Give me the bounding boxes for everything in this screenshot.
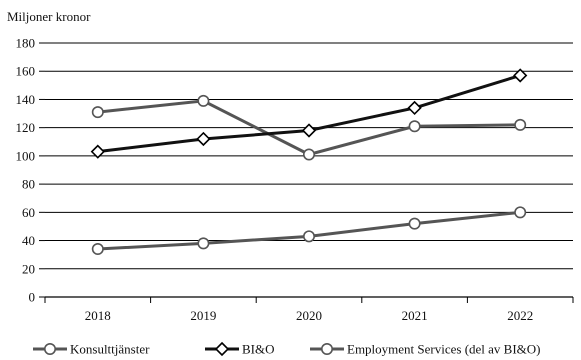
y-tick-label: 120 — [16, 120, 36, 135]
data-point — [515, 120, 525, 130]
y-tick-label: 180 — [16, 36, 36, 51]
y-tick-label: 140 — [16, 92, 36, 107]
y-unit-label: Miljoner kronor — [7, 9, 91, 24]
legend-item: Konsulttjänster — [33, 342, 150, 357]
data-point — [304, 231, 314, 241]
y-tick-label: 100 — [16, 148, 36, 163]
legend-marker — [45, 344, 55, 354]
x-tick-label: 2018 — [85, 308, 111, 323]
y-tick-label: 80 — [22, 177, 35, 192]
x-tick-label: 2020 — [296, 308, 322, 323]
axes: 0 20 40 60 80 100 120 140 160 180 2018 2019 2020 2021… — [16, 36, 574, 324]
x-tick-label: 2022 — [507, 308, 533, 323]
y-tick-label: 20 — [22, 261, 35, 276]
data-point — [197, 133, 209, 145]
legend-item: BI&O — [205, 342, 275, 357]
data-point — [198, 238, 208, 248]
data-point — [198, 96, 208, 106]
data-point — [304, 149, 314, 159]
series-1 — [92, 69, 526, 157]
data-point — [409, 102, 421, 114]
legend-marker — [322, 344, 332, 354]
y-tick-label: 160 — [16, 64, 36, 79]
series-lines — [92, 69, 526, 254]
legend-marker — [216, 343, 228, 355]
data-point — [93, 244, 103, 254]
x-tick-label: 2021 — [402, 308, 428, 323]
series-2 — [93, 207, 526, 254]
y-tick-label: 60 — [22, 205, 35, 220]
legend-item: Employment Services (del av BI&O) — [310, 342, 541, 357]
data-point — [93, 107, 103, 117]
data-point — [515, 207, 525, 217]
series-line — [98, 75, 520, 151]
legend-label: Employment Services (del av BI&O) — [347, 342, 541, 357]
y-tick-label: 0 — [29, 290, 36, 305]
data-point — [409, 218, 419, 228]
legend-label: BI&O — [242, 342, 275, 357]
y-tick-label: 40 — [22, 233, 35, 248]
x-tick-label: 2019 — [190, 308, 216, 323]
legend-label: Konsulttjänster — [70, 342, 150, 357]
data-point — [409, 121, 419, 131]
data-point — [303, 124, 315, 136]
legend: Konsulttjänster BI&O Employment Services (… — [33, 342, 541, 357]
